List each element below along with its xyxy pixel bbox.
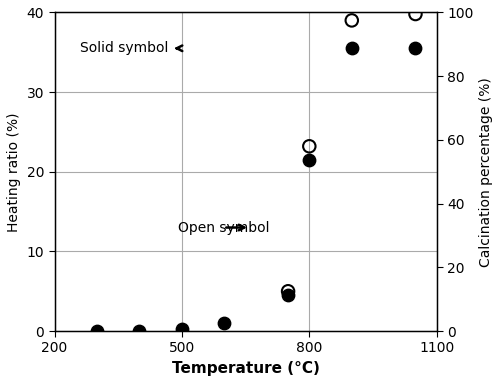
- Point: [136, 328, 143, 334]
- Point: [93, 328, 101, 334]
- Point: [178, 326, 186, 332]
- X-axis label: Temperature (°C): Temperature (°C): [172, 361, 320, 376]
- Point: [306, 157, 314, 163]
- Point: [348, 17, 356, 23]
- Point: [284, 292, 292, 298]
- Point: [412, 11, 420, 17]
- Point: [306, 143, 314, 149]
- Y-axis label: Calcination percentage (%): Calcination percentage (%): [479, 77, 493, 267]
- Point: [348, 45, 356, 51]
- Point: [284, 288, 292, 294]
- Text: Open symbol: Open symbol: [178, 221, 269, 234]
- Text: Solid symbol: Solid symbol: [80, 41, 182, 55]
- Y-axis label: Heating ratio (%): Heating ratio (%): [7, 112, 21, 231]
- Point: [412, 45, 420, 51]
- Point: [220, 320, 228, 326]
